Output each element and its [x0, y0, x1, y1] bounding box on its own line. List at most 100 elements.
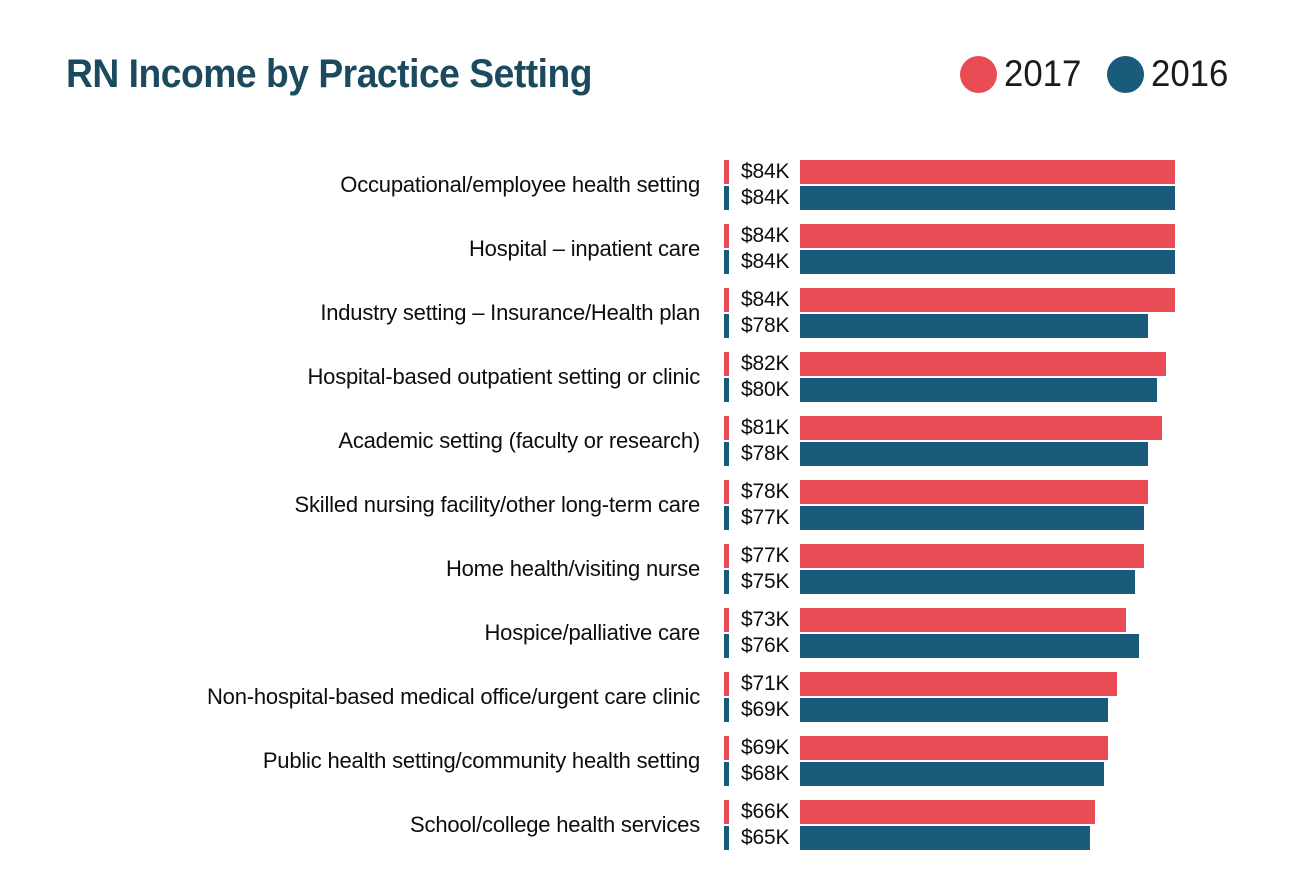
tick-2017 — [724, 160, 729, 184]
tick-2016 — [724, 634, 729, 658]
value-label-2017: $66K — [741, 800, 790, 823]
bar-2017 — [800, 352, 1166, 376]
tick-2016 — [724, 378, 729, 402]
value-label-2016: $75K — [741, 570, 790, 593]
bar-line-2017: $69K — [0, 736, 1290, 760]
value-label-2017: $84K — [741, 160, 790, 183]
bar-2016 — [800, 314, 1148, 338]
bar-2016 — [800, 378, 1157, 402]
bar-line-2017: $82K — [0, 352, 1290, 376]
bar-2016 — [800, 186, 1175, 210]
tick-2017 — [724, 480, 729, 504]
tick-2017 — [724, 416, 729, 440]
chart-row: Non-hospital-based medical office/urgent… — [0, 672, 1290, 722]
bar-line-2016: $78K — [0, 442, 1290, 466]
value-label-2016: $77K — [741, 506, 790, 529]
legend-swatch-2017-icon — [960, 55, 998, 93]
bar-2016 — [800, 826, 1090, 850]
value-label-2017: $84K — [741, 288, 790, 311]
value-label-2017: $73K — [741, 608, 790, 631]
tick-2017 — [724, 224, 729, 248]
legend: 2017 2016 — [960, 53, 1233, 95]
bar-line-2016: $68K — [0, 762, 1290, 786]
bar-line-2017: $81K — [0, 416, 1290, 440]
tick-2016 — [724, 826, 729, 850]
bar-2016 — [800, 762, 1104, 786]
category-label: Home health/visiting nurse — [445, 556, 700, 581]
bar-line-2017: $77K — [0, 544, 1290, 568]
bar-line-2016: $84K — [0, 250, 1290, 274]
bar-line-2016: $69K — [0, 698, 1290, 722]
tick-2017 — [724, 608, 729, 632]
value-label-2017: $81K — [741, 416, 790, 439]
value-label-2017: $78K — [741, 480, 790, 503]
legend-label-2016: 2016 — [1150, 53, 1229, 94]
tick-2016 — [724, 698, 729, 722]
tick-2016 — [724, 506, 729, 530]
value-label-2017: $82K — [741, 352, 790, 375]
value-label-2016: $84K — [741, 250, 790, 273]
tick-2016 — [724, 442, 729, 466]
chart-row: School/college health services $66K $65K — [0, 800, 1290, 850]
chart-rows: Occupational/employee health setting $84… — [0, 160, 1290, 864]
bar-2017 — [800, 480, 1148, 504]
value-label-2017: $71K — [741, 672, 790, 695]
bar-line-2016: $78K — [0, 314, 1290, 338]
legend-label-2017: 2017 — [1004, 53, 1082, 94]
tick-2016 — [724, 250, 729, 274]
tick-2017 — [724, 288, 729, 312]
bar-line-2016: $80K — [0, 378, 1290, 402]
bar-2017 — [800, 544, 1144, 568]
category-label: Hospital – inpatient care — [468, 236, 700, 261]
value-label-2016: $68K — [741, 762, 790, 785]
bar-2017 — [800, 608, 1126, 632]
bar-2017 — [800, 672, 1117, 696]
bar-2017 — [800, 288, 1175, 312]
category-label: Hospice/palliative care — [484, 620, 700, 645]
category-label: Non-hospital-based medical office/urgent… — [206, 684, 700, 709]
tick-2017 — [724, 544, 729, 568]
bar-2017 — [800, 160, 1175, 184]
bar-2017 — [800, 736, 1108, 760]
chart-row: Skilled nursing facility/other long-term… — [0, 480, 1290, 530]
bar-2016 — [800, 442, 1148, 466]
value-label-2016: $84K — [741, 186, 790, 209]
category-label: Occupational/employee health setting — [340, 172, 700, 197]
bar-line-2017: $71K — [0, 672, 1290, 696]
value-label-2016: $80K — [741, 378, 790, 401]
legend-swatch-2016-icon — [1106, 55, 1144, 93]
category-label: Skilled nursing facility/other long-term… — [294, 492, 700, 517]
bar-2016 — [800, 506, 1144, 530]
bar-2016 — [800, 698, 1108, 722]
bar-line-2016: $76K — [0, 634, 1290, 658]
bar-2017 — [800, 224, 1175, 248]
chart-row: Hospice/palliative care $73K $76K — [0, 608, 1290, 658]
value-label-2016: $78K — [741, 442, 790, 465]
bar-line-2017: $84K — [0, 288, 1290, 312]
tick-2017 — [724, 800, 729, 824]
chart-row: Home health/visiting nurse $77K $75K — [0, 544, 1290, 594]
bar-line-2016: $77K — [0, 506, 1290, 530]
legend-item-2017: 2017 — [960, 53, 1086, 95]
tick-2016 — [724, 762, 729, 786]
value-label-2016: $78K — [741, 314, 790, 337]
category-label: Industry setting – Insurance/Health plan — [320, 300, 700, 325]
bar-line-2017: $66K — [0, 800, 1290, 824]
value-label-2016: $76K — [741, 634, 790, 657]
category-label: School/college health services — [410, 812, 700, 837]
category-label: Hospital-based outpatient setting or cli… — [307, 364, 700, 389]
bar-2017 — [800, 416, 1162, 440]
tick-2017 — [724, 352, 729, 376]
bar-2016 — [800, 634, 1139, 658]
bar-line-2017: $84K — [0, 160, 1290, 184]
value-label-2017: $77K — [741, 544, 790, 567]
chart-row: Hospital-based outpatient setting or cli… — [0, 352, 1290, 402]
chart-row: Industry setting – Insurance/Health plan… — [0, 288, 1290, 338]
tick-2017 — [724, 672, 729, 696]
bar-line-2017: $78K — [0, 480, 1290, 504]
tick-2016 — [724, 570, 729, 594]
chart-row: Hospital – inpatient care $84K $84K — [0, 224, 1290, 274]
chart-row: Public health setting/community health s… — [0, 736, 1290, 786]
legend-item-2016: 2016 — [1106, 53, 1233, 95]
bar-line-2016: $65K — [0, 826, 1290, 850]
